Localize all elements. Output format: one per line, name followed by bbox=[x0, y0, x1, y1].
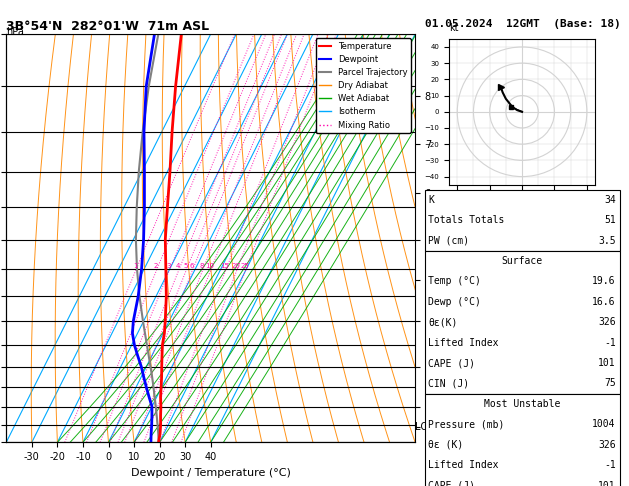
Text: CAPE (J): CAPE (J) bbox=[428, 358, 476, 368]
Text: 6: 6 bbox=[189, 263, 194, 269]
Text: 326: 326 bbox=[598, 317, 616, 327]
Text: CIN (J): CIN (J) bbox=[428, 379, 470, 388]
FancyBboxPatch shape bbox=[425, 251, 620, 394]
Text: 4: 4 bbox=[176, 263, 181, 269]
Text: 1004: 1004 bbox=[592, 419, 616, 429]
Text: 101: 101 bbox=[598, 481, 616, 486]
X-axis label: Dewpoint / Temperature (°C): Dewpoint / Temperature (°C) bbox=[131, 468, 291, 478]
Text: Dewp (°C): Dewp (°C) bbox=[428, 297, 481, 307]
Text: 51: 51 bbox=[604, 215, 616, 225]
Text: 25: 25 bbox=[240, 263, 249, 269]
Text: 15: 15 bbox=[221, 263, 230, 269]
Text: 01.05.2024  12GMT  (Base: 18): 01.05.2024 12GMT (Base: 18) bbox=[425, 19, 620, 30]
Text: PW (cm): PW (cm) bbox=[428, 236, 470, 245]
FancyBboxPatch shape bbox=[425, 394, 620, 486]
Text: 5: 5 bbox=[184, 263, 188, 269]
Text: Lifted Index: Lifted Index bbox=[428, 460, 499, 470]
Text: 19.6: 19.6 bbox=[592, 277, 616, 286]
Text: 2: 2 bbox=[153, 263, 158, 269]
Text: Temp (°C): Temp (°C) bbox=[428, 277, 481, 286]
Text: -1: -1 bbox=[604, 460, 616, 470]
Text: K: K bbox=[428, 195, 435, 205]
Legend: Temperature, Dewpoint, Parcel Trajectory, Dry Adiabat, Wet Adiabat, Isotherm, Mi: Temperature, Dewpoint, Parcel Trajectory… bbox=[316, 38, 411, 133]
Text: Most Unstable: Most Unstable bbox=[484, 399, 560, 409]
Text: 326: 326 bbox=[598, 440, 616, 450]
Text: θε(K): θε(K) bbox=[428, 317, 458, 327]
Text: 1: 1 bbox=[133, 263, 137, 269]
Text: 101: 101 bbox=[598, 358, 616, 368]
Text: 10: 10 bbox=[206, 263, 214, 269]
Text: LCL: LCL bbox=[415, 422, 433, 432]
Text: 8: 8 bbox=[200, 263, 204, 269]
Text: 20: 20 bbox=[231, 263, 241, 269]
Text: 16.6: 16.6 bbox=[592, 297, 616, 307]
Text: Totals Totals: Totals Totals bbox=[428, 215, 505, 225]
Text: -1: -1 bbox=[604, 338, 616, 347]
Text: 3.5: 3.5 bbox=[598, 236, 616, 245]
Text: 3: 3 bbox=[167, 263, 171, 269]
Text: CAPE (J): CAPE (J) bbox=[428, 481, 476, 486]
Text: 34: 34 bbox=[604, 195, 616, 205]
FancyBboxPatch shape bbox=[425, 190, 620, 251]
Text: Lifted Index: Lifted Index bbox=[428, 338, 499, 347]
Text: kt: kt bbox=[449, 22, 459, 33]
Text: hPa: hPa bbox=[6, 27, 24, 37]
Text: Surface: Surface bbox=[501, 256, 543, 266]
Text: Pressure (mb): Pressure (mb) bbox=[428, 419, 505, 429]
Text: 3B°54'N  282°01'W  71m ASL: 3B°54'N 282°01'W 71m ASL bbox=[6, 20, 209, 33]
Text: θε (K): θε (K) bbox=[428, 440, 464, 450]
Y-axis label: km
ASL: km ASL bbox=[447, 238, 465, 260]
Text: 75: 75 bbox=[604, 379, 616, 388]
